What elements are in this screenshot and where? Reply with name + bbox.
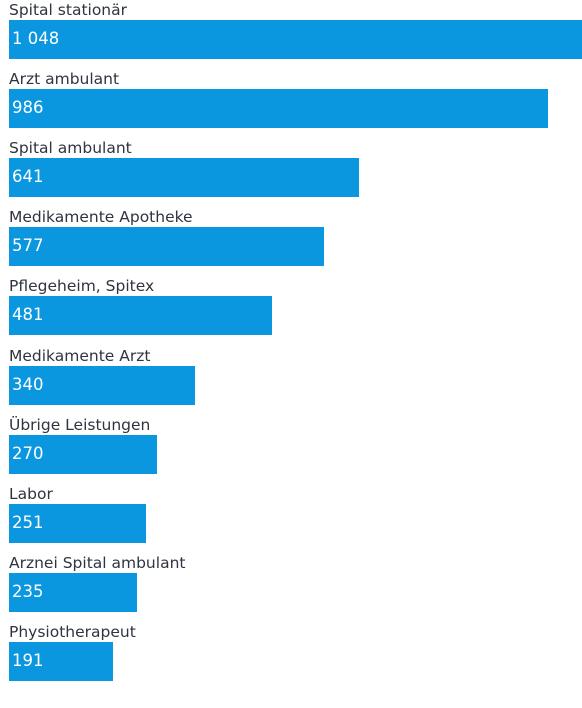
value-label: 577 xyxy=(12,236,44,256)
bar xyxy=(9,158,360,198)
bar-row: Arzt ambulant 986 xyxy=(9,69,582,137)
category-label: Medikamente Apotheke xyxy=(9,208,193,227)
category-label: Arzt ambulant xyxy=(9,70,120,89)
category-label: Medikamente Arzt xyxy=(9,346,151,365)
value-label: 251 xyxy=(12,512,44,532)
value-label: 270 xyxy=(12,443,44,463)
category-label: Labor xyxy=(9,484,53,503)
value-label: 340 xyxy=(12,374,44,394)
bar-row: Arznei Spital ambulant 235 xyxy=(9,553,582,621)
bar xyxy=(9,227,325,267)
bar-row: Labor 251 xyxy=(9,484,582,552)
bar-row: Pflegeheim, Spitex 481 xyxy=(9,276,582,344)
category-label: Arznei Spital ambulant xyxy=(9,553,186,572)
bar-row: Medikamente Apotheke 577 xyxy=(9,207,582,275)
bar-row: Spital ambulant 641 xyxy=(9,138,582,206)
value-label: 235 xyxy=(12,581,44,601)
bar xyxy=(9,89,549,129)
bar xyxy=(9,641,114,681)
category-label: Spital stationär xyxy=(9,1,128,19)
category-label: Übrige Leistungen xyxy=(9,415,151,434)
bar xyxy=(9,20,582,59)
category-label: Physiotherapeut xyxy=(9,622,136,641)
value-label: 481 xyxy=(12,305,44,325)
bar xyxy=(9,503,147,543)
category-label: Pflegeheim, Spitex xyxy=(9,277,155,296)
category-label: Spital ambulant xyxy=(9,139,132,158)
value-label: 641 xyxy=(12,167,44,187)
value-label: 1 048 xyxy=(12,29,60,48)
value-label: 986 xyxy=(12,98,44,118)
bar-row: Medikamente Arzt 340 xyxy=(9,346,582,414)
bar-row: Übrige Leistungen 270 xyxy=(9,415,582,483)
bar xyxy=(9,365,195,405)
bar xyxy=(9,572,138,612)
bar xyxy=(9,434,157,474)
bar xyxy=(9,296,272,336)
bar-row: Physiotherapeut 191 xyxy=(9,622,582,690)
value-label: 191 xyxy=(12,650,44,670)
bar-row: Spital stationär 1 048 xyxy=(9,0,582,68)
